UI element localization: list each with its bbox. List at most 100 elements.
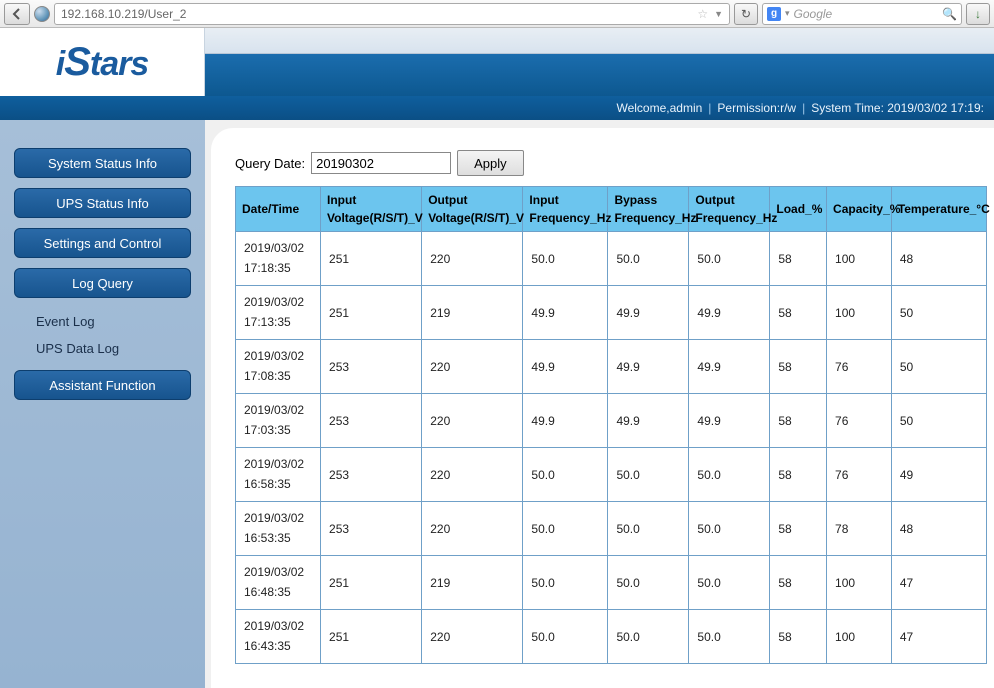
search-bar[interactable]: g ▾ Google 🔍 — [762, 3, 962, 25]
cell-input-frequency: 50.0 — [523, 556, 608, 610]
table-row: 2019/03/0217:18:3525122050.050.050.05810… — [236, 232, 987, 286]
cell-bypass-frequency: 50.0 — [608, 448, 689, 502]
logo-area: iStars — [0, 28, 205, 96]
col-header-load: Load_% — [770, 187, 827, 232]
cell-capacity: 76 — [827, 340, 892, 394]
col-header-datetime: Date/Time — [236, 187, 321, 232]
sidebar-link-ups-data-log[interactable]: UPS Data Log — [14, 335, 191, 362]
cell-datetime: 2019/03/0216:58:35 — [236, 448, 321, 502]
table-row: 2019/03/0217:13:3525121949.949.949.95810… — [236, 286, 987, 340]
cell-temperature: 49 — [891, 448, 986, 502]
cell-load: 58 — [770, 286, 827, 340]
table-row: 2019/03/0216:58:3525322050.050.050.05876… — [236, 448, 987, 502]
cell-load: 58 — [770, 556, 827, 610]
status-systime: System Time: 2019/03/02 17:19: — [811, 101, 984, 115]
cell-datetime: 2019/03/0217:08:35 — [236, 340, 321, 394]
sidebar-label: Settings and Control — [44, 236, 162, 251]
sidebar-item-settings-control[interactable]: Settings and Control — [14, 228, 191, 258]
cell-capacity: 76 — [827, 448, 892, 502]
cell-output-frequency: 49.9 — [689, 286, 770, 340]
back-button[interactable] — [4, 3, 30, 25]
logo-rest: tars — [90, 45, 148, 83]
cell-temperature: 47 — [891, 556, 986, 610]
col-header-bypass-frequency: Bypass Frequency_Hz — [608, 187, 689, 232]
cell-output-voltage: 220 — [422, 232, 523, 286]
table-row: 2019/03/0216:43:3525122050.050.050.05810… — [236, 610, 987, 664]
col-header-input-voltage: Input Voltage(R/S/T)_V — [321, 187, 422, 232]
cell-output-frequency: 50.0 — [689, 502, 770, 556]
status-welcome: Welcome,admin — [616, 101, 702, 115]
cell-output-voltage: 220 — [422, 502, 523, 556]
sidebar-label: Assistant Function — [49, 378, 155, 393]
cell-input-frequency: 49.9 — [523, 394, 608, 448]
reload-icon: ↻ — [741, 7, 751, 21]
content-area: Query Date: Apply Date/Time Input Voltag… — [211, 128, 994, 688]
cell-load: 58 — [770, 502, 827, 556]
cell-input-voltage: 251 — [321, 232, 422, 286]
cell-input-frequency: 50.0 — [523, 610, 608, 664]
body-row: System Status Info UPS Status Info Setti… — [0, 120, 994, 688]
status-permission: Permission:r/w — [717, 101, 796, 115]
cell-temperature: 50 — [891, 394, 986, 448]
url-bar[interactable]: 192.168.10.219/User_2 ☆ ▼ — [54, 3, 730, 25]
cell-output-frequency: 49.9 — [689, 340, 770, 394]
query-row: Query Date: Apply — [235, 150, 994, 176]
query-date-input[interactable] — [311, 152, 451, 174]
cell-output-frequency: 50.0 — [689, 556, 770, 610]
cell-input-voltage: 253 — [321, 448, 422, 502]
table-body: 2019/03/0217:18:3525122050.050.050.05810… — [236, 232, 987, 664]
cell-load: 58 — [770, 448, 827, 502]
search-dropdown-caret-icon[interactable]: ▾ — [785, 8, 790, 19]
col-header-output-voltage: Output Voltage(R/S/T)_V — [422, 187, 523, 232]
downloads-button[interactable]: ↓ — [966, 3, 990, 25]
cell-output-frequency: 50.0 — [689, 610, 770, 664]
arrow-left-icon — [10, 7, 24, 21]
cell-temperature: 47 — [891, 610, 986, 664]
col-header-input-frequency: Input Frequency_Hz — [523, 187, 608, 232]
sidebar-item-assistant-function[interactable]: Assistant Function — [14, 370, 191, 400]
cell-datetime: 2019/03/0217:13:35 — [236, 286, 321, 340]
cell-output-voltage: 220 — [422, 340, 523, 394]
sidebar-item-ups-status[interactable]: UPS Status Info — [14, 188, 191, 218]
cell-capacity: 100 — [827, 556, 892, 610]
cell-datetime: 2019/03/0217:03:35 — [236, 394, 321, 448]
cell-input-voltage: 253 — [321, 394, 422, 448]
cell-output-voltage: 220 — [422, 448, 523, 502]
google-badge-icon: g — [767, 7, 781, 21]
cell-bypass-frequency: 49.9 — [608, 286, 689, 340]
cell-datetime: 2019/03/0216:48:35 — [236, 556, 321, 610]
table-header-row: Date/Time Input Voltage(R/S/T)_V Output … — [236, 187, 987, 232]
cell-output-voltage: 219 — [422, 556, 523, 610]
cell-capacity: 100 — [827, 232, 892, 286]
col-header-capacity: Capacity_% — [827, 187, 892, 232]
cell-datetime: 2019/03/0216:53:35 — [236, 502, 321, 556]
sidebar-item-system-status[interactable]: System Status Info — [14, 148, 191, 178]
cell-input-frequency: 49.9 — [523, 340, 608, 394]
banner-main-strip — [205, 54, 994, 96]
col-header-temperature: Temperature_°C — [891, 187, 986, 232]
cell-capacity: 78 — [827, 502, 892, 556]
banner — [205, 28, 994, 96]
cell-bypass-frequency: 50.0 — [608, 556, 689, 610]
cell-load: 58 — [770, 610, 827, 664]
header: iStars — [0, 28, 994, 96]
status-sep-2: | — [802, 101, 805, 115]
dropdown-caret-icon[interactable]: ▼ — [714, 9, 723, 19]
cell-input-voltage: 253 — [321, 502, 422, 556]
cell-output-frequency: 49.9 — [689, 394, 770, 448]
logo: iStars — [56, 40, 149, 85]
search-magnify-icon[interactable]: 🔍 — [942, 7, 957, 21]
apply-button[interactable]: Apply — [457, 150, 524, 176]
cell-load: 58 — [770, 232, 827, 286]
reload-button[interactable]: ↻ — [734, 3, 758, 25]
sidebar-item-log-query[interactable]: Log Query — [14, 268, 191, 298]
cell-bypass-frequency: 49.9 — [608, 340, 689, 394]
url-text: 192.168.10.219/User_2 — [61, 7, 691, 21]
cell-output-frequency: 50.0 — [689, 232, 770, 286]
sidebar-link-event-log[interactable]: Event Log — [14, 308, 191, 335]
table-row: 2019/03/0216:53:3525322050.050.050.05878… — [236, 502, 987, 556]
bookmark-star-icon[interactable]: ☆ — [697, 7, 708, 21]
browser-toolbar: 192.168.10.219/User_2 ☆ ▼ ↻ g ▾ Google 🔍… — [0, 0, 994, 28]
cell-input-voltage: 251 — [321, 556, 422, 610]
cell-input-voltage: 251 — [321, 610, 422, 664]
